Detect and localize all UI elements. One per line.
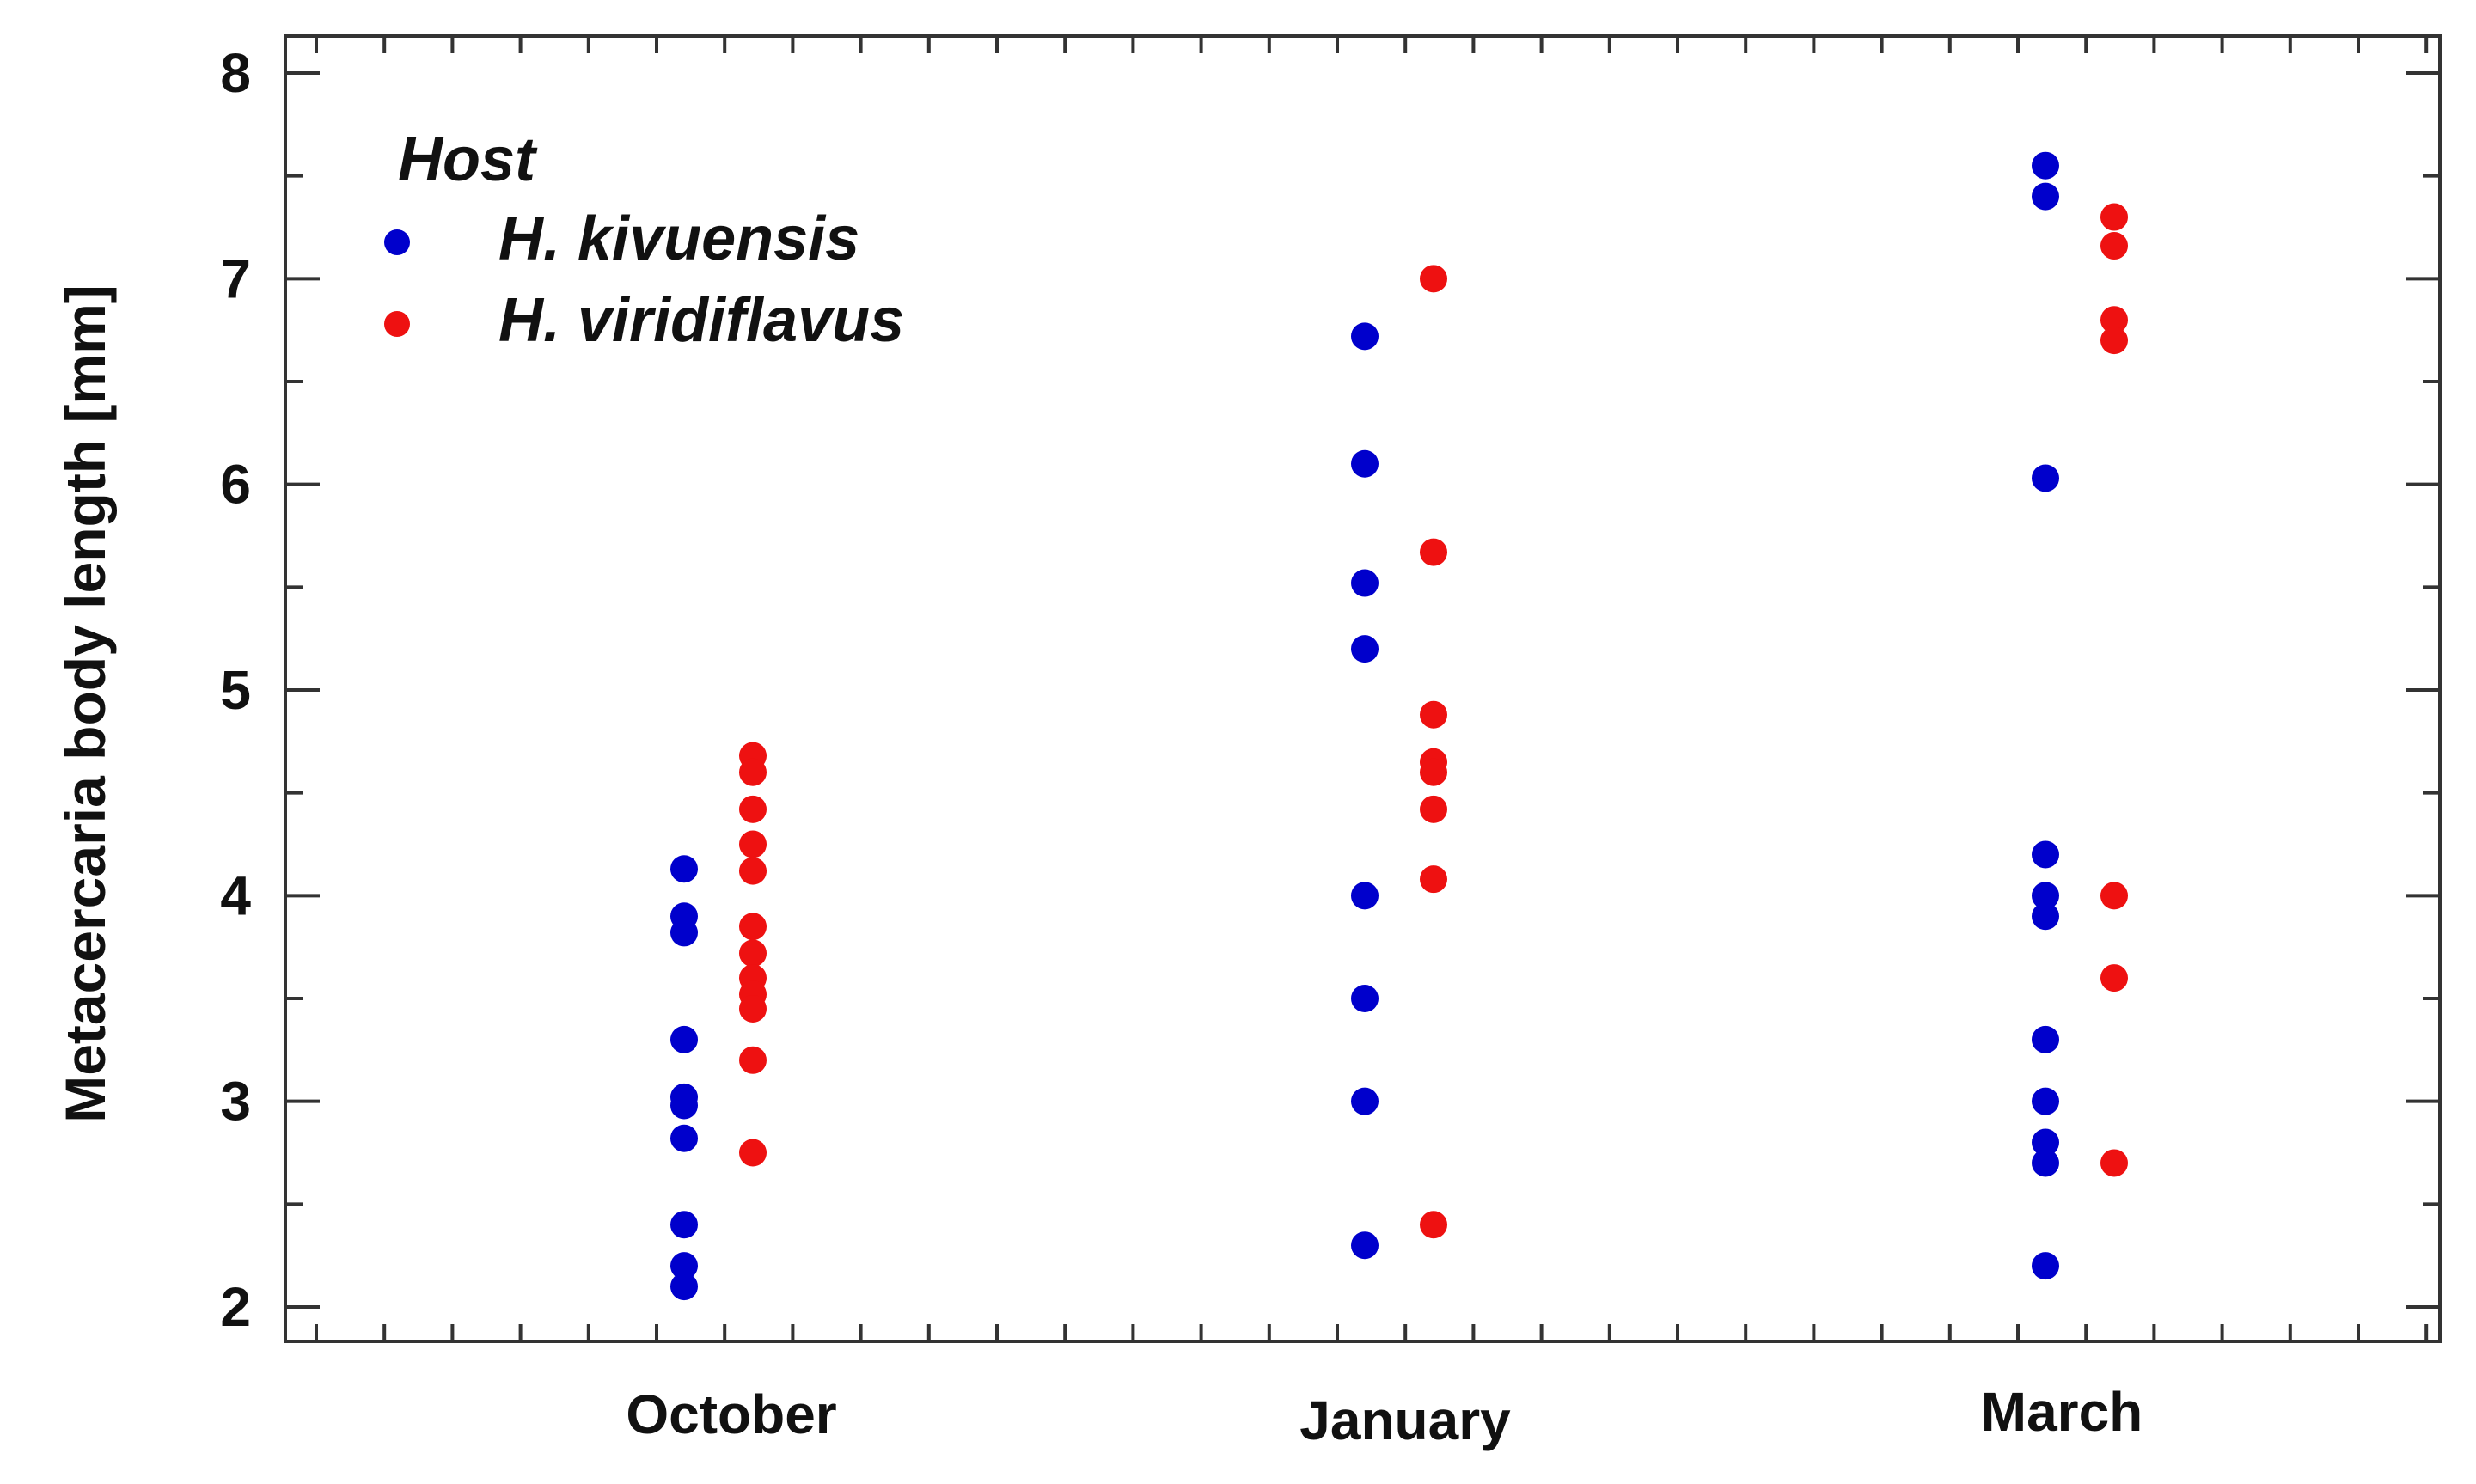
- data-point: [739, 1046, 767, 1074]
- legend-label-h-kivuensis: H. kivuensis: [498, 205, 859, 273]
- series-group: [739, 203, 2128, 1239]
- x-axis-category-labels: October January March: [626, 1381, 2143, 1451]
- data-point: [1420, 538, 1447, 566]
- data-point: [1351, 569, 1379, 597]
- data-point: [2032, 882, 2059, 910]
- data-point: [2032, 1025, 2059, 1053]
- data-point: [1351, 985, 1379, 1012]
- y-tick-label: 7: [220, 247, 251, 309]
- data-point: [1420, 865, 1447, 894]
- data-point: [2032, 151, 2059, 180]
- y-tick-label: 5: [220, 659, 251, 721]
- data-point: [739, 758, 767, 786]
- x-axis-ticks: [315, 36, 2429, 1341]
- data-point: [670, 1025, 698, 1053]
- data-point: [2032, 1252, 2059, 1280]
- data-point: [739, 795, 767, 823]
- data-point: [670, 919, 698, 947]
- data-point: [670, 1124, 698, 1152]
- data-point: [2032, 182, 2059, 211]
- y-axis-tick-labels: 2 3 4 5 6 7 8: [220, 42, 251, 1338]
- data-point: [670, 855, 698, 883]
- data-point: [2032, 902, 2059, 931]
- data-point: [1351, 449, 1379, 478]
- data-point: [739, 913, 767, 941]
- data-point: [2032, 840, 2059, 869]
- data-point: [1351, 882, 1379, 910]
- data-point: [739, 994, 767, 1023]
- data-point: [1351, 322, 1379, 351]
- data-point: [2100, 1149, 2128, 1177]
- data-point: [739, 857, 767, 885]
- data-points: [670, 151, 2128, 1301]
- y-tick-label: 3: [220, 1071, 251, 1133]
- x-category-label: January: [1299, 1389, 1511, 1451]
- data-point: [670, 1273, 698, 1301]
- data-point: [1420, 700, 1447, 729]
- data-point: [2100, 232, 2128, 260]
- x-category-label: March: [1981, 1381, 2143, 1443]
- data-point: [2032, 1149, 2059, 1177]
- data-point: [739, 939, 767, 968]
- legend-marker-h-kivuensis: [384, 229, 410, 255]
- data-point: [2100, 306, 2128, 334]
- legend-marker-h-viridiflavus: [384, 311, 410, 337]
- data-point: [2100, 964, 2128, 992]
- legend-label-h-viridiflavus: H. viridiflavus: [498, 286, 904, 355]
- series-group: [670, 151, 2059, 1301]
- x-category-label: October: [626, 1383, 836, 1445]
- data-point: [739, 1139, 767, 1167]
- data-point: [670, 1211, 698, 1239]
- data-point: [1420, 795, 1447, 823]
- data-point: [670, 1091, 698, 1120]
- data-point: [2100, 882, 2128, 910]
- y-tick-label: 8: [220, 42, 251, 104]
- data-point: [2032, 1128, 2059, 1157]
- data-point: [2032, 464, 2059, 492]
- data-point: [1351, 1087, 1379, 1115]
- y-axis-title: Metacercaria body length [mm]: [53, 284, 117, 1123]
- y-tick-label: 6: [220, 454, 251, 516]
- data-point: [2032, 1087, 2059, 1115]
- data-point: [1420, 758, 1447, 786]
- data-point: [2100, 203, 2128, 231]
- data-point: [1420, 1211, 1447, 1239]
- y-tick-label: 4: [220, 864, 251, 926]
- y-axis-ticks: [285, 71, 2440, 1309]
- data-point: [2100, 327, 2128, 355]
- data-point: [1351, 1231, 1379, 1260]
- data-point: [670, 1252, 698, 1280]
- legend-title: Host: [398, 125, 538, 194]
- data-point: [1420, 265, 1447, 293]
- y-tick-label: 2: [220, 1276, 251, 1338]
- data-point: [1351, 635, 1379, 663]
- data-point: [739, 830, 767, 858]
- legend: Host H. kivuensis H. viridiflavus: [384, 125, 904, 355]
